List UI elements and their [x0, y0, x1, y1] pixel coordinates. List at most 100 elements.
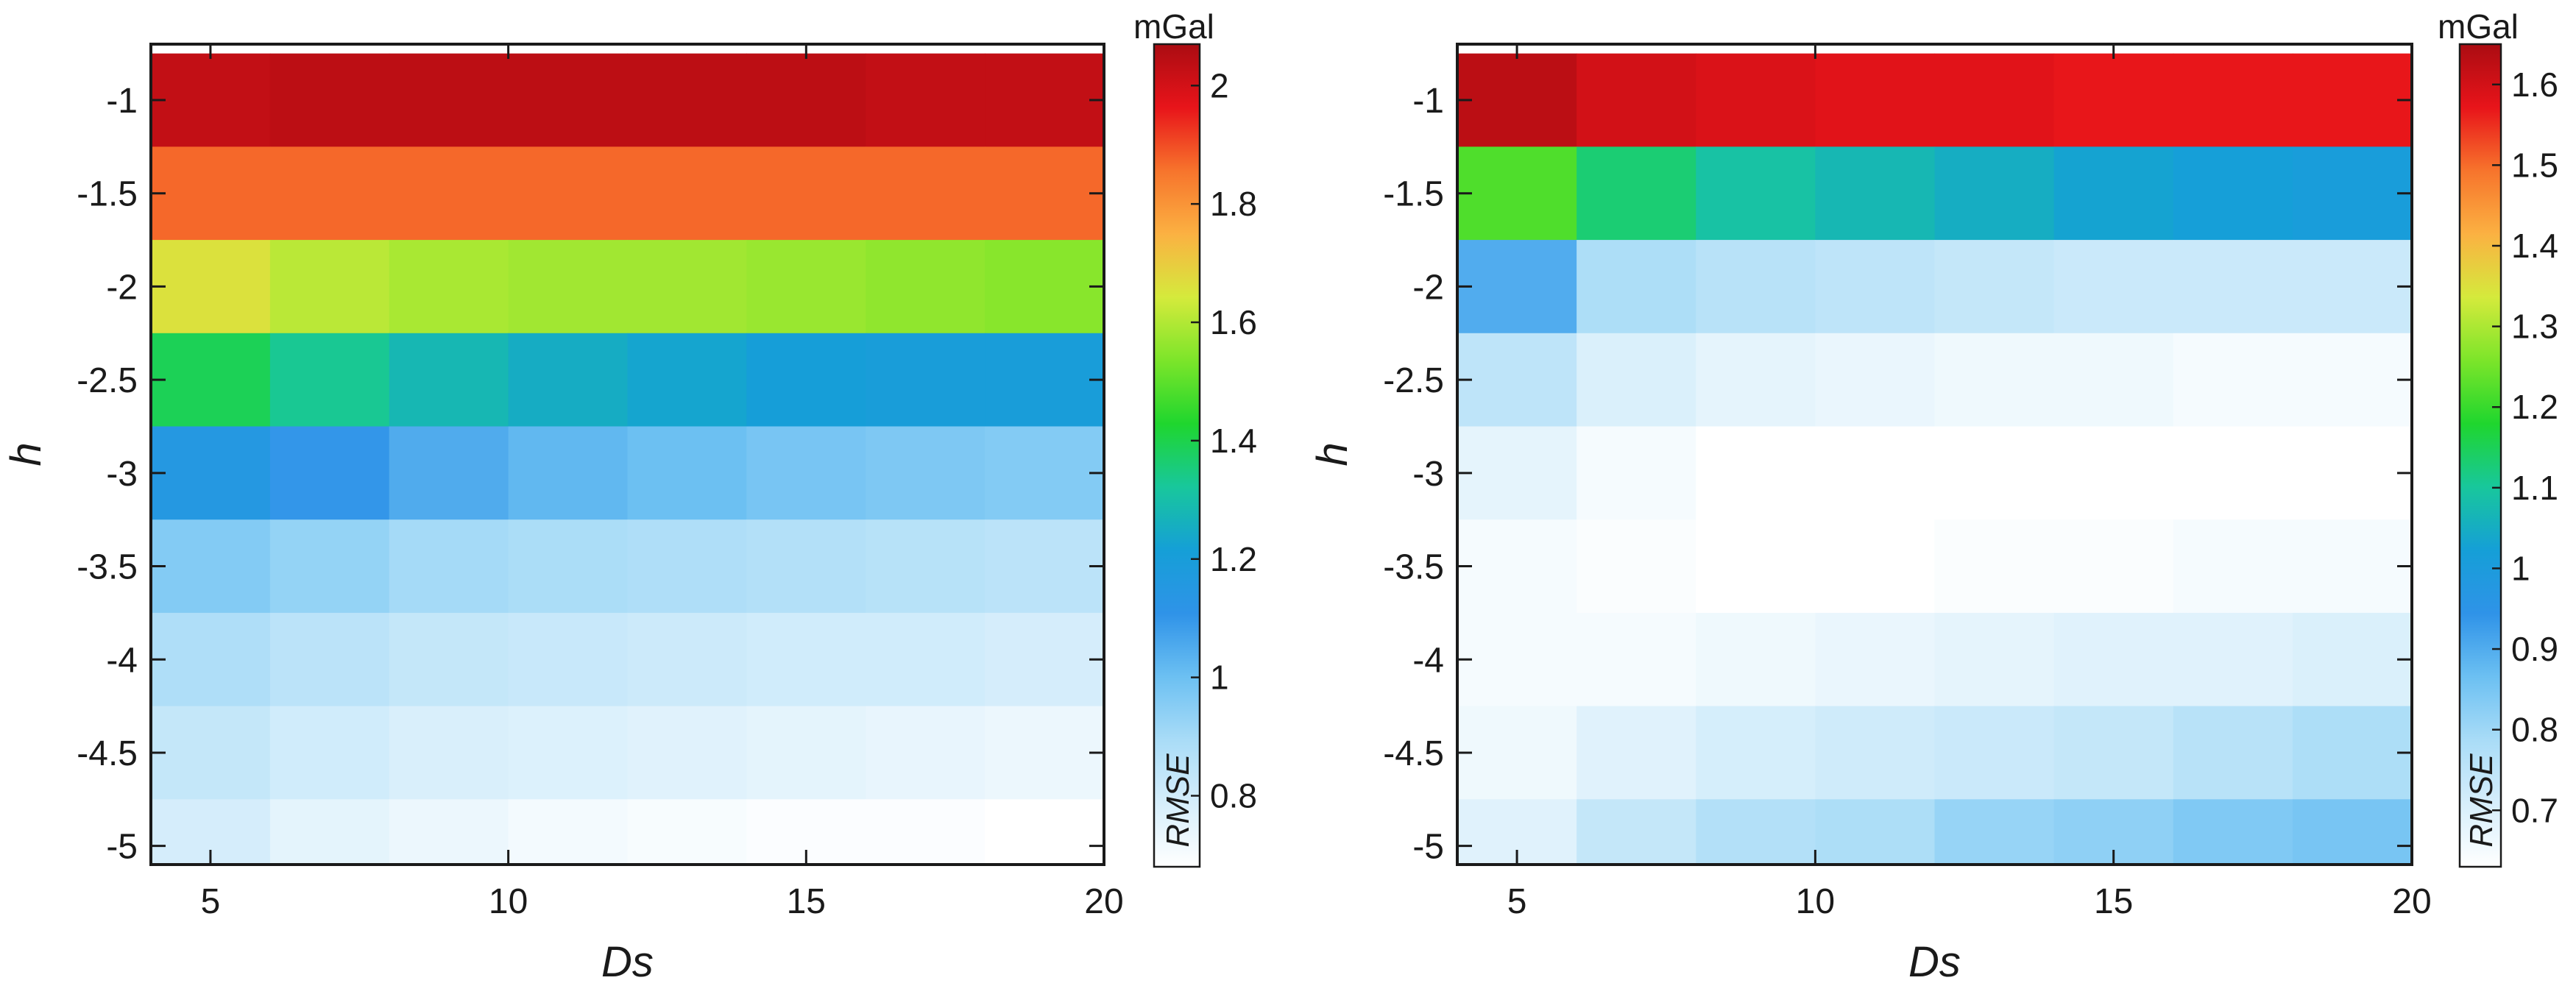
heatmap-cell-left-r7-c3 — [508, 706, 629, 800]
heatmap-cell-right-r6-c3 — [1815, 612, 1936, 707]
heatmap-cell-left-r6-c2 — [389, 612, 509, 707]
chart-panel-left: 5 10 15 20 -1 -1.5 -2 -2.5 -3 -3.5 -4 -4.5 -5 Ds h 0.8 1… — [2, 7, 1257, 986]
heatmap-cell-left-r3-c2 — [389, 333, 509, 427]
heatmap-cell-left-r7-c2 — [389, 706, 509, 800]
colorbar-tick-label-right-3: 1 — [2511, 549, 2530, 587]
heatmap-cell-left-r5-c6 — [866, 519, 986, 614]
x-tick-label-right-3: 20 — [2392, 882, 2431, 921]
heatmap-cell-left-r4-c3 — [508, 426, 629, 520]
x-tick-label-right-0: 5 — [1507, 882, 1527, 921]
heatmap-cell-right-r2-c2 — [1696, 240, 1816, 334]
heatmap-cell-right-r3-c3 — [1815, 333, 1936, 427]
heatmap-cell-left-r7-c7 — [985, 706, 1105, 800]
heatmap-cell-right-r0-c1 — [1577, 53, 1696, 147]
chart-panel-right: 5 10 15 20 -1 -1.5 -2 -2.5 -3 -3.5 -4 -4.5 -5 Ds h 0.7 0… — [1309, 7, 2558, 986]
heatmap-cell-left-r2-c1 — [269, 240, 390, 334]
heatmap-cell-left-r6-c4 — [627, 612, 747, 707]
colorbar-tick-label-left-4: 1.6 — [1210, 303, 1257, 341]
heatmap-cell-left-r1-c1 — [269, 146, 390, 241]
colorbar-frame-right — [2458, 43, 2502, 868]
colorbar-title-left: RMSE — [1160, 753, 1196, 848]
heatmap-cell-right-r3-c6 — [2173, 333, 2293, 427]
colorbar-frame-left — [1153, 43, 1201, 868]
heatmap-cell-right-r6-c4 — [1934, 612, 2055, 707]
heatmap-cell-right-r2-c0 — [1457, 240, 1577, 334]
colorbar-tick-label-right-7: 1.4 — [2511, 227, 2558, 265]
y-tick-label-right-2: -2 — [1412, 268, 1444, 307]
heatmap-cell-left-r4-c6 — [866, 426, 986, 520]
heatmap-cell-right-r4-c2 — [1696, 426, 1816, 520]
colorbar-tick-label-left-5: 1.8 — [1210, 185, 1257, 223]
heatmap-cell-right-r4-c6 — [2173, 426, 2293, 520]
y-tick-label-left-5: -3.5 — [77, 548, 138, 587]
y-tick-label-right-8: -5 — [1412, 828, 1444, 867]
heatmap-cell-left-r0-c2 — [389, 53, 509, 147]
heatmap-cell-right-r0-c4 — [1934, 53, 2055, 147]
y-tick-label-left-0: -1 — [106, 82, 138, 121]
heatmap-cell-left-r5-c3 — [508, 519, 629, 614]
heatmap-cell-right-r6-c7 — [2292, 612, 2413, 707]
heatmap-cell-left-r2-c2 — [389, 240, 509, 334]
heatmap-cell-right-r1-c5 — [2053, 146, 2174, 241]
heatmap-cell-right-r0-c6 — [2173, 53, 2293, 147]
colorbar-tick-label-right-8: 1.5 — [2511, 146, 2558, 184]
heatmap-cell-left-r8-c2 — [389, 799, 509, 865]
heatmap-cell-left-r0-c3 — [508, 53, 629, 147]
heatmap-cell-left-r7-c5 — [746, 706, 866, 800]
heatmap-cell-left-r6-c7 — [985, 612, 1105, 707]
heatmap-cell-right-r8-c4 — [1934, 799, 2055, 865]
y-tick-label-right-4: -3 — [1412, 455, 1444, 494]
heatmap-cell-left-r4-c7 — [985, 426, 1105, 520]
heatmap-cell-right-r2-c4 — [1934, 240, 2055, 334]
colorbar-tick-label-right-9: 1.6 — [2511, 65, 2558, 104]
heatmap-cell-left-r3-c5 — [746, 333, 866, 427]
y-tick-label-left-1: -1.5 — [77, 175, 138, 214]
colorbar-unit-label-left: mGal — [1133, 7, 1214, 46]
y-tick-label-left-6: -4 — [106, 641, 138, 680]
heatmap-cell-left-r4-c2 — [389, 426, 509, 520]
colorbar-tick-label-right-4: 1.1 — [2511, 469, 2558, 507]
y-tick-label-right-0: -1 — [1412, 82, 1444, 121]
x-axis-label-right: Ds — [1908, 938, 1961, 986]
heatmap-cell-left-r5-c5 — [746, 519, 866, 614]
heatmap-cell-left-r0-c7 — [985, 53, 1105, 147]
heatmap-cell-right-r5-c4 — [1934, 519, 2055, 614]
colorbar-tick-label-right-1: 0.8 — [2511, 711, 2558, 749]
heatmap-cell-left-r5-c1 — [269, 519, 390, 614]
heatmap-cell-right-r3-c7 — [2292, 333, 2413, 427]
heatmap-cell-left-r1-c5 — [746, 146, 866, 241]
heatmap-cell-left-r8-c3 — [508, 799, 629, 865]
heatmap-cell-left-r3-c7 — [985, 333, 1105, 427]
heatmap-cell-right-r7-c4 — [1934, 706, 2055, 800]
heatmap-cell-right-r4-c3 — [1815, 426, 1936, 520]
heatmap-cell-left-r2-c7 — [985, 240, 1105, 334]
heatmap-cell-left-r7-c1 — [269, 706, 390, 800]
heatmap-cell-left-r4-c0 — [151, 426, 271, 520]
heatmap-cell-right-r5-c5 — [2053, 519, 2174, 614]
x-tick-label-left-3: 20 — [1084, 882, 1123, 921]
heatmap-cell-right-r7-c7 — [2292, 706, 2413, 800]
colorbar-tick-label-right-5: 1.2 — [2511, 388, 2558, 426]
heatmap-cell-right-r0-c3 — [1815, 53, 1936, 147]
heatmap-cell-right-r0-c5 — [2053, 53, 2174, 147]
heatmap-cell-right-r4-c1 — [1577, 426, 1696, 520]
plot-frame-left — [149, 43, 1105, 866]
heatmap-cell-left-r3-c4 — [627, 333, 747, 427]
heatmap-cell-left-r0-c5 — [746, 53, 866, 147]
heatmap-cell-right-r7-c6 — [2173, 706, 2293, 800]
colorbar-unit-label-right: mGal — [2438, 7, 2519, 46]
heatmap-cell-right-r1-c4 — [1934, 146, 2055, 241]
heatmap-cell-right-r8-c2 — [1696, 799, 1816, 865]
heatmap-cell-right-r2-c1 — [1577, 240, 1696, 334]
colorbar-tick-label-left-0: 0.8 — [1210, 776, 1257, 815]
heatmap-cell-right-r7-c5 — [2053, 706, 2174, 800]
heatmap-cell-left-r2-c4 — [627, 240, 747, 334]
heatmap-cell-left-r0-c4 — [627, 53, 747, 147]
heatmap-cell-right-r5-c7 — [2292, 519, 2413, 614]
x-axis-label-left: Ds — [601, 938, 654, 986]
y-axis-label-right: h — [1309, 442, 1356, 466]
heatmap-cell-left-r2-c5 — [746, 240, 866, 334]
heatmap-cell-right-r0-c2 — [1696, 53, 1816, 147]
x-tick-label-right-1: 10 — [1796, 882, 1835, 921]
heatmap-cell-left-r1-c3 — [508, 146, 629, 241]
